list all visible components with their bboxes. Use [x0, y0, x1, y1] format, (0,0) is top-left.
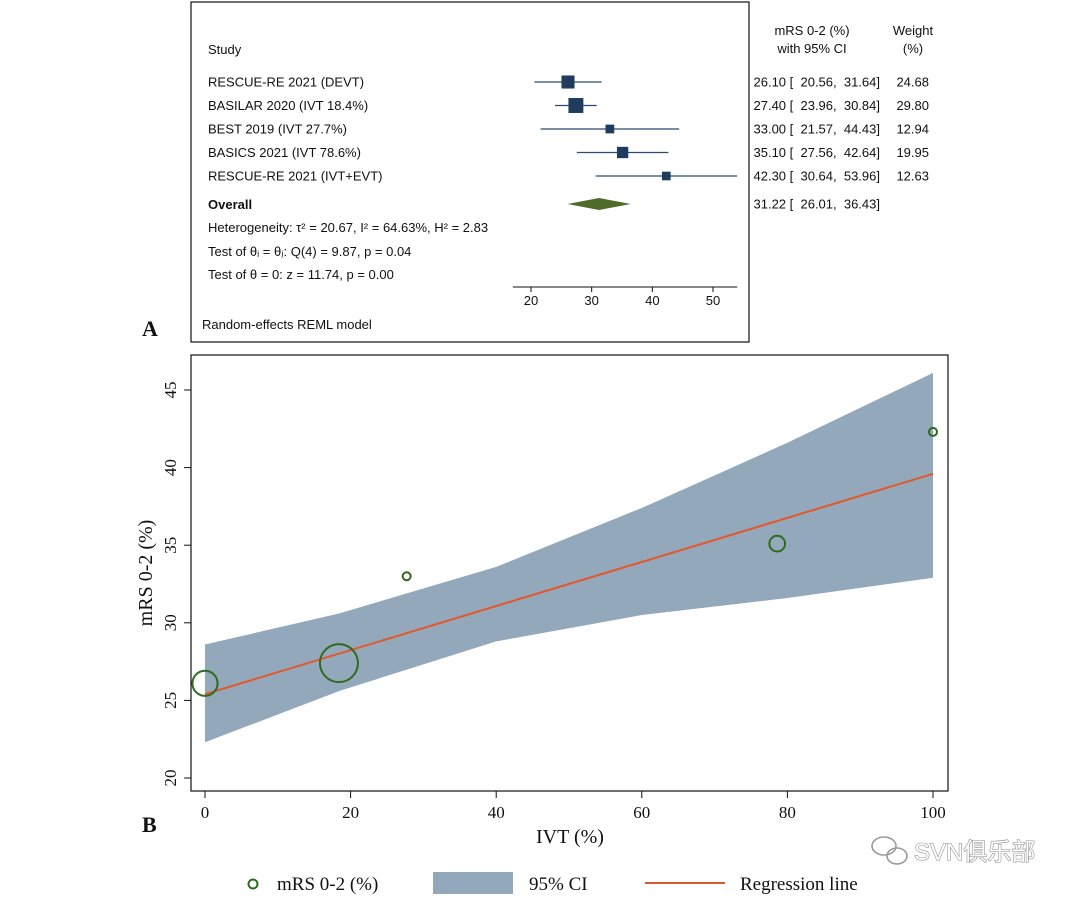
data-point: [191, 669, 219, 697]
study-name: BEST 2019 (IVT 27.7%): [208, 122, 347, 137]
ci-band: [205, 372, 933, 743]
model-text: Random-effects REML model: [202, 317, 372, 332]
y-tick-label: 30: [161, 614, 180, 631]
forest-tick-label: 50: [706, 293, 720, 308]
overall-diamond: [567, 198, 631, 210]
forest-tick-label: 40: [645, 293, 659, 308]
study-weight-text: 19.95: [896, 145, 929, 160]
legend-band-swatch: [433, 872, 513, 894]
x-tick-label: 20: [342, 803, 359, 822]
x-tick-label: 60: [633, 803, 650, 822]
data-point: [401, 571, 412, 582]
x-tick-label: 100: [920, 803, 946, 822]
y-axis-title: mRS 0-2 (%): [135, 520, 157, 627]
overall-label: Overall: [208, 197, 252, 212]
weight-column-header-line2: (%): [903, 41, 923, 56]
forest-tick-label: 30: [584, 293, 598, 308]
plot-frame: [190, 354, 949, 792]
legend-label-band: 95% CI: [529, 874, 588, 895]
forest-row: BEST 2019 (IVT 27.7%) 33.00 [ 21.57, 44.4…: [208, 122, 929, 137]
study-name: BASICS 2021 (IVT 78.6%): [208, 145, 361, 160]
study-estimate-square: [605, 124, 615, 134]
forest-row: BASICS 2021 (IVT 78.6%) 35.10 [ 27.56, 42…: [208, 145, 929, 160]
scatter-axes: 0 20 40 60 80 100 20 25 30 35 40 45: [161, 382, 946, 823]
data-point: [318, 643, 359, 684]
forest-plot-panel: Study mRS 0-2 (%) with 95% CI Weight (%)…: [190, 1, 934, 343]
effect-column-header-line1: mRS 0-2 (%): [774, 23, 849, 38]
legend-label-line: Regression line: [740, 874, 858, 895]
heterogeneity-text: Heterogeneity: τ² = 20.67, I² = 64.63%, …: [208, 220, 488, 235]
legend: mRS 0-2 (%) 95% CI Regression line: [247, 872, 858, 895]
y-tick-label: 40: [161, 459, 180, 476]
forest-row: RESCUE-RE 2021 (DEVT) 26.10 [ 20.56, 31.6…: [208, 75, 929, 90]
legend-marker-swatch: [247, 878, 259, 890]
data-point: [768, 534, 787, 553]
y-tick-label: 45: [161, 382, 180, 399]
study-effect-text: 35.10 [ 27.56, 42.64]: [754, 145, 881, 160]
x-tick-label: 0: [201, 803, 210, 822]
panel-a-label: A: [142, 316, 158, 341]
forest-x-axis: 20 30 40 50: [512, 286, 738, 308]
forest-plot-frame: [190, 1, 750, 343]
study-estimate-square: [561, 75, 575, 89]
meta-regression-panel: 0 20 40 60 80 100 20 25 30 35 40 45 IVT (%) mRS 0-2…: [135, 354, 949, 848]
weight-column-header-line1: Weight: [893, 23, 934, 38]
study-name: BASILAR 2020 (IVT 18.4%): [208, 98, 368, 113]
y-tick-label: 25: [161, 692, 180, 709]
study-effect-text: 26.10 [ 20.56, 31.64]: [754, 75, 881, 90]
study-effect-text: 33.00 [ 21.57, 44.43]: [754, 122, 881, 137]
study-weight-text: 12.63: [896, 169, 929, 184]
study-effect-text: 27.40 [ 23.96, 30.84]: [754, 98, 881, 113]
panel-b-label: B: [142, 812, 157, 837]
forest-tick-label: 20: [524, 293, 538, 308]
test-theta-0-text: Test of θ = 0: z = 11.74, p = 0.00: [208, 267, 394, 282]
study-weight-text: 12.94: [896, 122, 929, 137]
study-estimate-square: [616, 146, 629, 159]
overall-effect-text: 31.22 [ 26.01, 36.43]: [754, 197, 881, 212]
y-tick-label: 35: [161, 537, 180, 554]
forest-row: BASILAR 2020 (IVT 18.4%) 27.40 [ 23.96, 3…: [208, 98, 929, 113]
scatter-points: [191, 426, 938, 697]
study-column-header: Study: [208, 42, 242, 57]
effect-column-header-line2: with 95% CI: [776, 41, 846, 56]
study-estimate-square: [661, 171, 671, 181]
wechat-logo-icon: [871, 836, 908, 865]
data-point: [928, 426, 938, 437]
study-name: RESCUE-RE 2021 (IVT+EVT): [208, 169, 382, 184]
x-tick-label: 40: [488, 803, 505, 822]
regression-line: [204, 472, 934, 696]
test-theta-i-text: Test of θᵢ = θⱼ: Q(4) = 9.87, p = 0.04: [208, 244, 411, 259]
study-name: RESCUE-RE 2021 (DEVT): [208, 75, 364, 90]
study-weight-text: 24.68: [896, 75, 929, 90]
study-estimate-square: [568, 98, 584, 113]
legend-label-marker: mRS 0-2 (%): [277, 874, 378, 895]
x-tick-label: 80: [779, 803, 796, 822]
study-effect-text: 42.30 [ 30.64, 53.96]: [754, 169, 881, 184]
x-axis-title: IVT (%): [536, 826, 604, 848]
forest-study-rows: RESCUE-RE 2021 (DEVT) 26.10 [ 20.56, 31.6…: [208, 75, 929, 212]
watermark: SVN俱乐部: [871, 836, 1036, 867]
y-tick-label: 20: [161, 770, 180, 787]
study-weight-text: 29.80: [896, 98, 929, 113]
watermark-text: SVN俱乐部: [914, 839, 1035, 866]
forest-row: RESCUE-RE 2021 (IVT+EVT) 42.30 [ 30.64, 5…: [208, 169, 929, 184]
